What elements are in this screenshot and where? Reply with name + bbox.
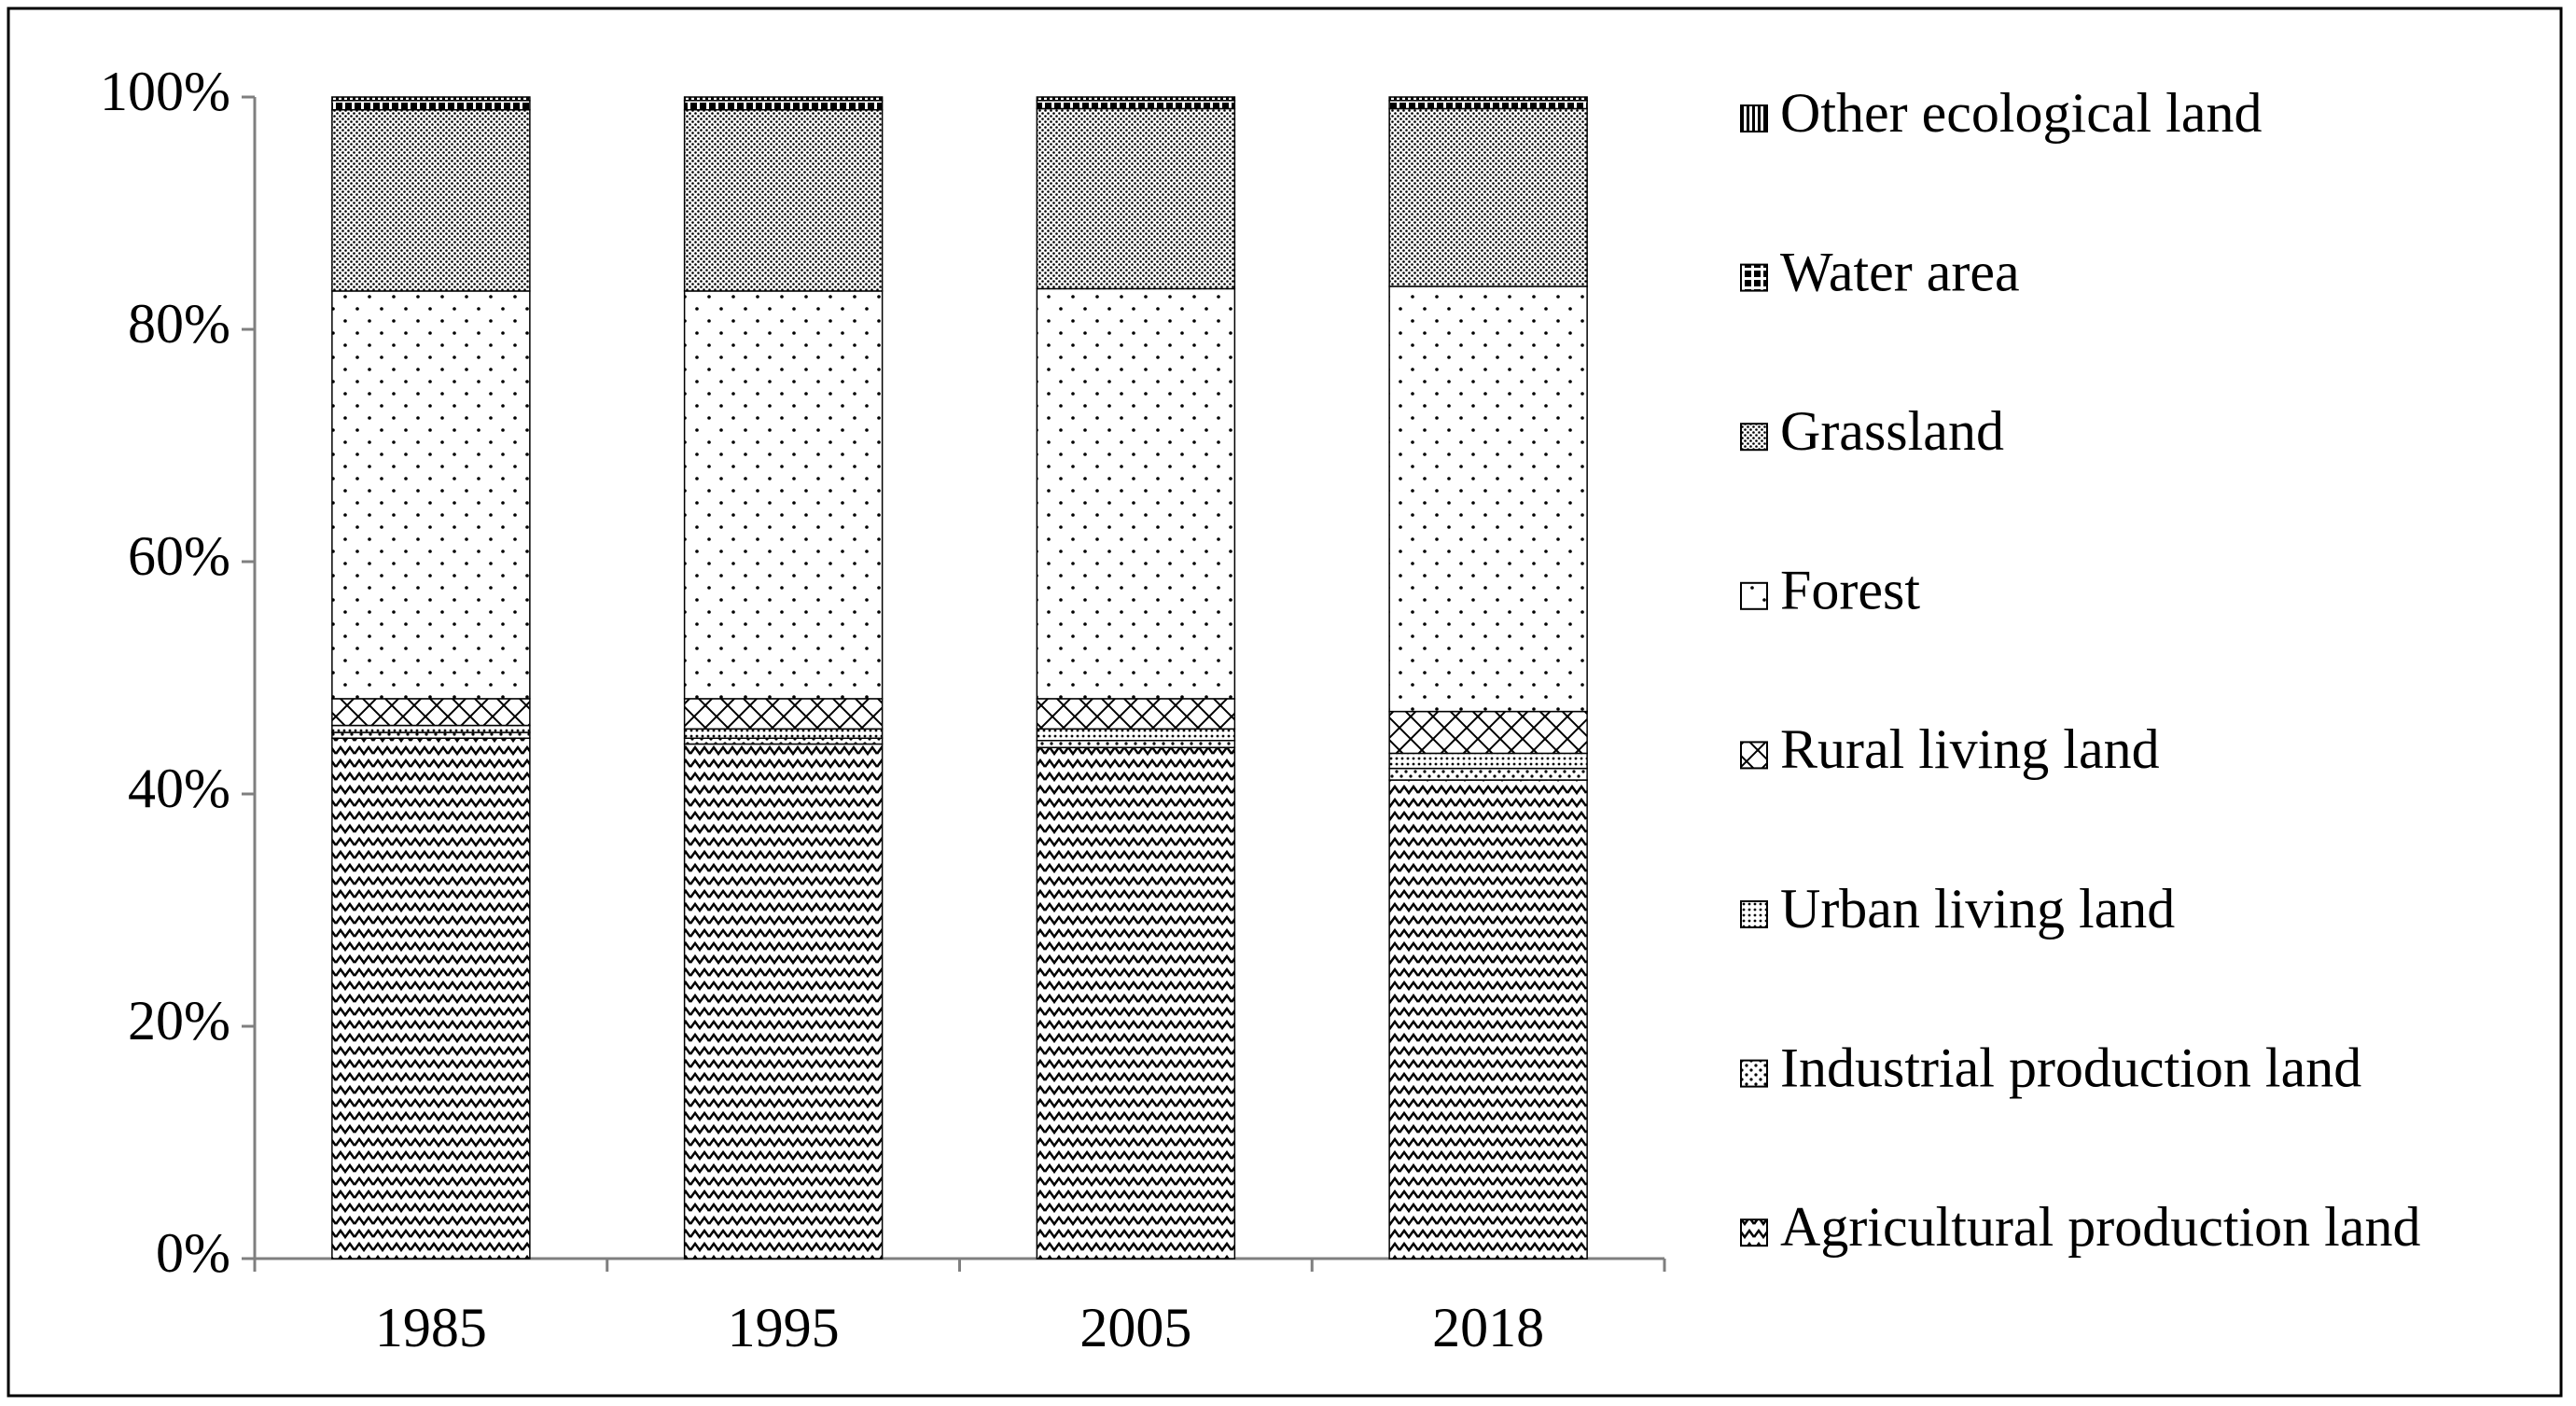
y-tick-label: 100%: [100, 61, 230, 122]
bar-segment: [1388, 767, 1588, 781]
bar-segment: [683, 96, 884, 102]
bar-segment: [331, 698, 531, 727]
bar-segment: [1388, 752, 1588, 770]
legend-swatch: [1740, 900, 1768, 928]
bar-segment: [1036, 739, 1236, 748]
bar-segment: [331, 99, 531, 111]
legend-label: Agricultural production land: [1780, 1196, 2420, 1258]
x-tick-label: 2005: [1079, 1297, 1191, 1358]
y-tick-label: 80%: [128, 293, 230, 355]
bar-segment: [1388, 107, 1588, 287]
legend-label: Water area: [1780, 241, 2020, 302]
bar-segment: [331, 737, 531, 1260]
bar-segment: [683, 698, 884, 731]
bar-segment: [331, 290, 531, 700]
bar-segment: [1388, 710, 1588, 755]
legend-swatch: [1740, 104, 1768, 132]
bar-segment: [331, 108, 531, 292]
legend-swatch: [1740, 263, 1768, 292]
legend-label: Forest: [1780, 560, 1920, 621]
bar-segment: [683, 737, 884, 745]
legend-swatch: [1740, 581, 1768, 610]
legend-swatch: [1740, 1059, 1768, 1088]
bar-segment: [1388, 96, 1588, 102]
legend-label: Grassland: [1780, 400, 2004, 462]
bar-segment: [331, 724, 531, 733]
bar-segment: [683, 108, 884, 292]
bar-segment: [1036, 287, 1236, 700]
bar-segment: [1036, 96, 1236, 102]
bar-segment: [331, 96, 531, 102]
x-tick-label: 1995: [728, 1297, 840, 1358]
bar-segment: [1388, 99, 1588, 110]
bar-segment: [1036, 746, 1236, 1260]
legend-label: Other ecological land: [1780, 82, 2262, 144]
bar-segment: [1036, 99, 1236, 110]
legend-swatch: [1740, 1218, 1768, 1247]
legend-swatch: [1740, 423, 1768, 452]
y-tick-label: 0%: [156, 1222, 230, 1284]
bar-segment: [683, 290, 884, 700]
bar-segment: [331, 731, 531, 739]
legend-label: Rural living land: [1780, 718, 2160, 780]
legend-label: Industrial production land: [1780, 1037, 2361, 1098]
y-tick-label: 40%: [128, 758, 230, 819]
bar-segment: [683, 99, 884, 111]
bar-segment: [1036, 107, 1236, 290]
bar-segment: [683, 728, 884, 739]
bar-segment: [1036, 698, 1236, 731]
y-tick-label: 60%: [128, 525, 230, 587]
x-tick-label: 1985: [375, 1297, 487, 1358]
bar-segment: [1036, 728, 1236, 742]
bar-segment: [683, 743, 884, 1260]
legend-label: Urban living land: [1780, 878, 2175, 940]
bar-segment: [1388, 285, 1588, 713]
x-tick-label: 2018: [1432, 1297, 1544, 1358]
y-tick-label: 20%: [128, 990, 230, 1051]
legend-swatch: [1740, 741, 1768, 770]
bar-segment: [1388, 779, 1588, 1260]
